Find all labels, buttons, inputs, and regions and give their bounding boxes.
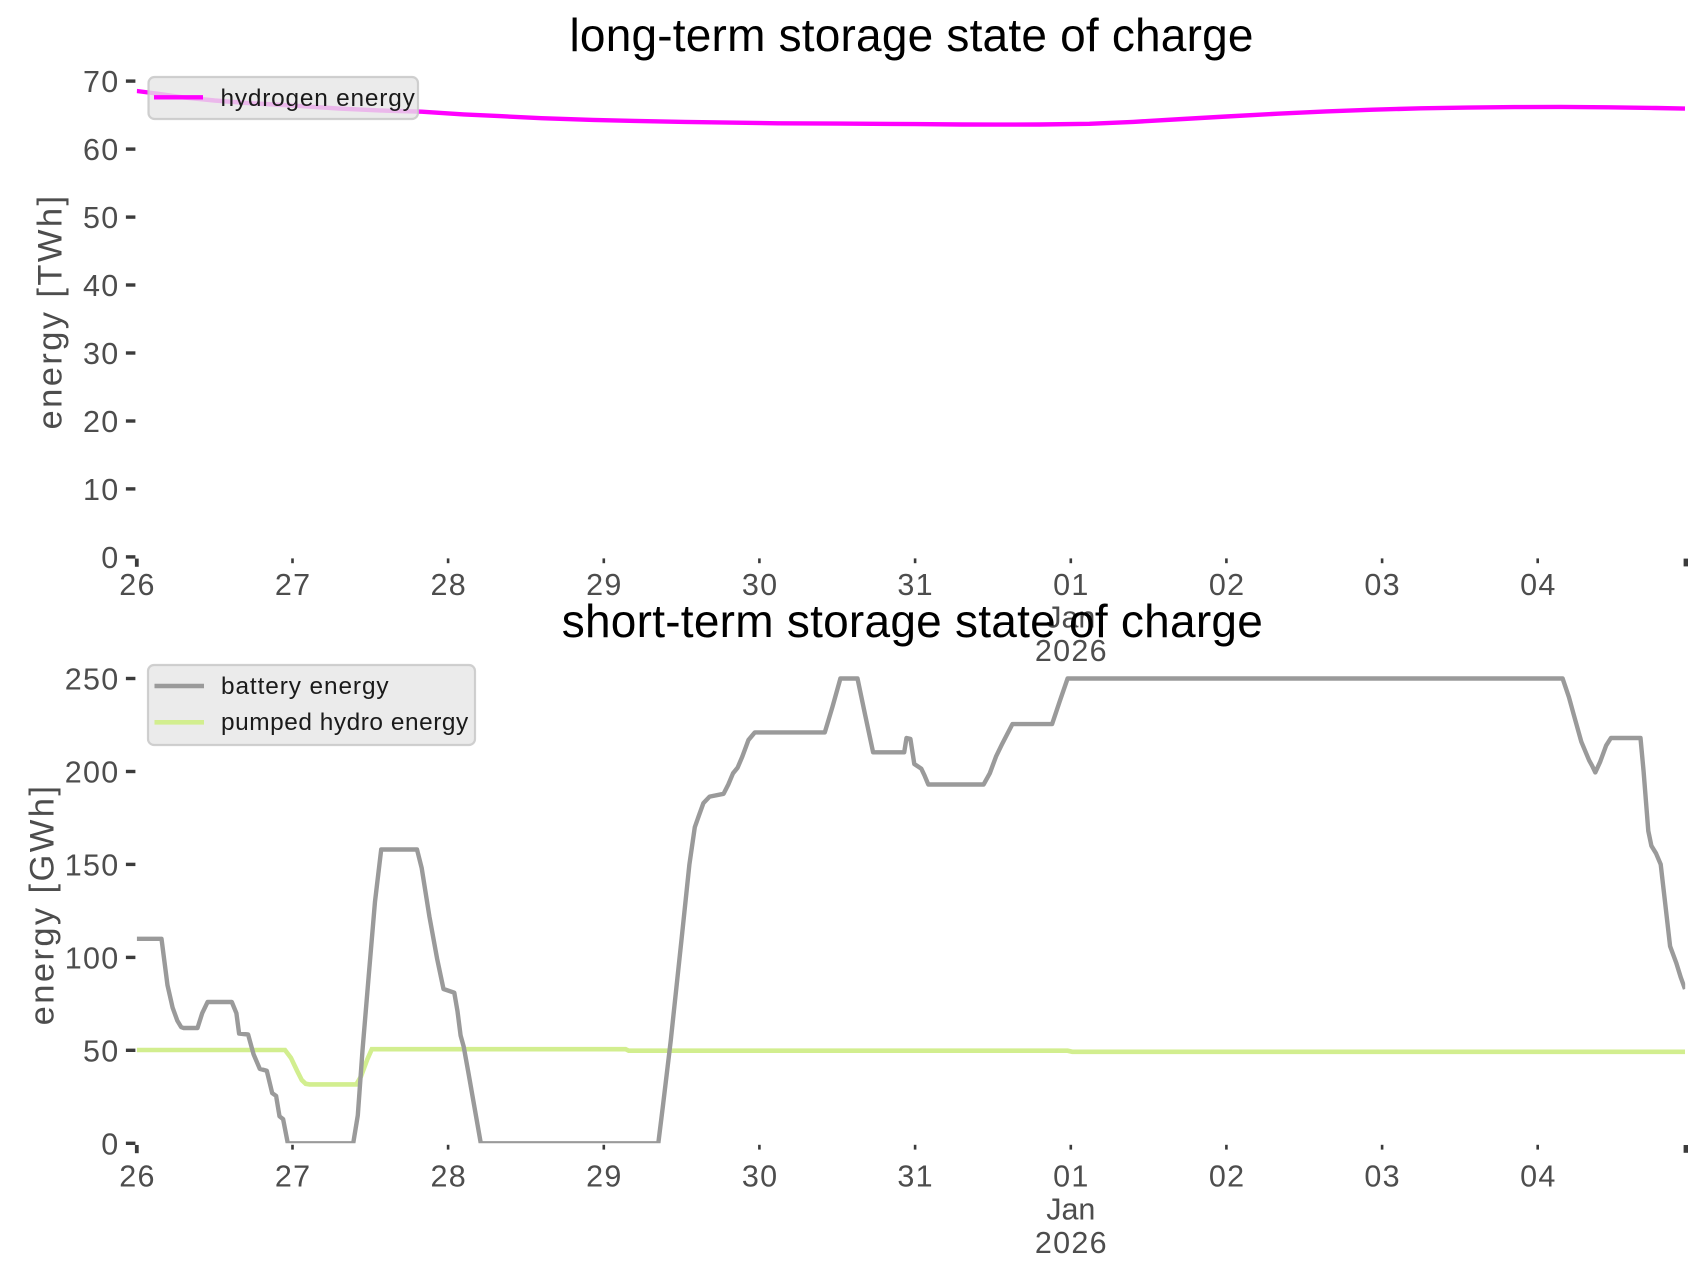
svg-text:energy [GWh]: energy [GWh] bbox=[24, 784, 62, 1026]
svg-text:40: 40 bbox=[83, 269, 120, 303]
svg-text:battery energy: battery energy bbox=[221, 673, 390, 700]
svg-text:long-term storage state of cha: long-term storage state of charge bbox=[570, 9, 1254, 61]
svg-text:30: 30 bbox=[742, 1160, 779, 1194]
svg-text:Jan: Jan bbox=[1046, 1193, 1095, 1227]
svg-text:20: 20 bbox=[83, 405, 120, 439]
svg-text:150: 150 bbox=[65, 848, 120, 882]
svg-text:30: 30 bbox=[83, 337, 120, 371]
svg-text:26: 26 bbox=[119, 1160, 156, 1194]
svg-text:01: 01 bbox=[1053, 1160, 1090, 1194]
svg-text:250: 250 bbox=[65, 663, 120, 697]
svg-text:28: 28 bbox=[431, 568, 468, 602]
svg-text:Jan: Jan bbox=[1046, 601, 1095, 635]
svg-text:28: 28 bbox=[431, 1160, 468, 1194]
svg-text:01: 01 bbox=[1053, 568, 1090, 602]
svg-text:2026: 2026 bbox=[1035, 1226, 1108, 1260]
svg-text:10: 10 bbox=[83, 473, 120, 507]
svg-text:02: 02 bbox=[1209, 1160, 1246, 1194]
svg-text:29: 29 bbox=[586, 568, 623, 602]
svg-text:03: 03 bbox=[1364, 568, 1401, 602]
svg-text:200: 200 bbox=[65, 756, 120, 790]
svg-text:31: 31 bbox=[897, 1160, 934, 1194]
svg-text:70: 70 bbox=[83, 65, 120, 99]
svg-text:04: 04 bbox=[1520, 1160, 1557, 1194]
svg-text:27: 27 bbox=[275, 568, 312, 602]
svg-text:energy [TWh]: energy [TWh] bbox=[32, 194, 70, 430]
svg-text:60: 60 bbox=[83, 133, 120, 167]
svg-text:pumped hydro energy: pumped hydro energy bbox=[221, 709, 469, 736]
svg-text:100: 100 bbox=[65, 941, 120, 975]
svg-text:short-term storage state of ch: short-term storage state of charge bbox=[562, 595, 1263, 647]
svg-text:04: 04 bbox=[1520, 568, 1557, 602]
svg-text:29: 29 bbox=[586, 1160, 623, 1194]
svg-text:31: 31 bbox=[897, 568, 934, 602]
svg-text:hydrogen energy: hydrogen energy bbox=[221, 85, 416, 112]
svg-text:0: 0 bbox=[101, 541, 119, 575]
svg-text:50: 50 bbox=[83, 201, 120, 235]
svg-text:30: 30 bbox=[742, 568, 779, 602]
svg-text:2026: 2026 bbox=[1035, 634, 1108, 668]
svg-text:03: 03 bbox=[1364, 1160, 1401, 1194]
svg-text:0: 0 bbox=[101, 1127, 119, 1161]
svg-text:26: 26 bbox=[119, 568, 156, 602]
svg-text:27: 27 bbox=[275, 1160, 312, 1194]
svg-text:02: 02 bbox=[1209, 568, 1246, 602]
svg-text:50: 50 bbox=[83, 1034, 120, 1068]
